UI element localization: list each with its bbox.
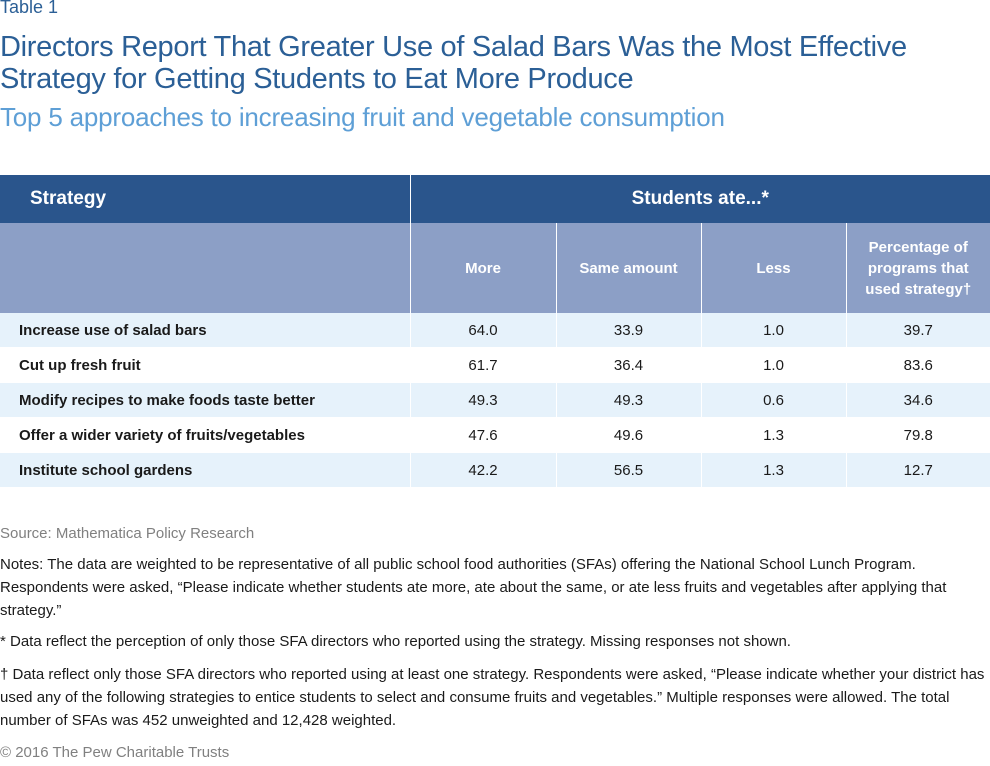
value-less: 0.6 — [701, 382, 847, 418]
table-row: Modify recipes to make foods taste bette… — [0, 382, 990, 418]
value-less: 1.0 — [701, 347, 847, 383]
table-label: Table 1 — [0, 0, 59, 17]
value-more: 64.0 — [410, 313, 557, 348]
value-same: 33.9 — [556, 313, 702, 348]
value-pct: 12.7 — [846, 452, 990, 488]
value-same: 49.6 — [556, 417, 702, 453]
value-pct: 39.7 — [846, 313, 990, 348]
strategy-name: Cut up fresh fruit — [0, 347, 411, 383]
value-less: 1.0 — [701, 313, 847, 348]
dagger-note: † Data reflect only those SFA directors … — [0, 666, 985, 729]
strategy-name: Offer a wider variety of fruits/vegetabl… — [0, 417, 411, 453]
page-subtitle: Top 5 approaches to increasing fruit and… — [0, 102, 725, 132]
column-header-percentage: Percentage of programs that used strateg… — [846, 223, 990, 313]
source-note: Source: Mathematica Policy Research — [0, 525, 255, 542]
value-pct: 83.6 — [846, 347, 990, 383]
value-same: 49.3 — [556, 382, 702, 418]
asterisk-note: * Data reflect the perception of only th… — [0, 633, 791, 650]
column-header-more: More — [410, 223, 557, 313]
column-header-blank — [0, 223, 411, 313]
table-row: Cut up fresh fruit 61.7 36.4 1.0 83.6 — [0, 347, 990, 383]
value-less: 1.3 — [701, 452, 847, 488]
strategy-table: Strategy Students ate...* More Same amou… — [0, 175, 990, 488]
value-same: 36.4 — [556, 347, 702, 383]
table-row: Offer a wider variety of fruits/vegetabl… — [0, 417, 990, 453]
table-row: Institute school gardens 42.2 56.5 1.3 1… — [0, 452, 990, 488]
value-more: 61.7 — [410, 347, 557, 383]
students-ate-header: Students ate...* — [410, 175, 990, 223]
value-same: 56.5 — [556, 452, 702, 488]
value-more: 47.6 — [410, 417, 557, 453]
value-more: 49.3 — [410, 382, 557, 418]
column-header-less: Less — [701, 223, 847, 313]
strategy-name: Increase use of salad bars — [0, 313, 411, 348]
notes-text: Notes: The data are weighted to be repre… — [0, 556, 947, 619]
strategy-name: Modify recipes to make foods taste bette… — [0, 382, 411, 418]
copyright: © 2016 The Pew Charitable Trusts — [0, 744, 230, 761]
table-row: Increase use of salad bars 64.0 33.9 1.0… — [0, 313, 990, 348]
value-less: 1.3 — [701, 417, 847, 453]
column-header-same-amount: Same amount — [556, 223, 702, 313]
strategy-name: Institute school gardens — [0, 452, 411, 488]
value-pct: 34.6 — [846, 382, 990, 418]
value-more: 42.2 — [410, 452, 557, 488]
strategy-header: Strategy — [0, 175, 411, 223]
page-title: Directors Report That Greater Use of Sal… — [0, 31, 907, 95]
value-pct: 79.8 — [846, 417, 990, 453]
